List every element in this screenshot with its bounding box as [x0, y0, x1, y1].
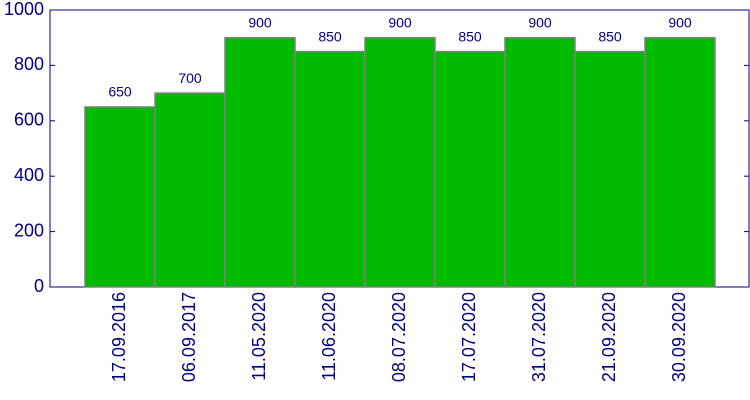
value-label: 900: [388, 14, 412, 30]
bar: [294, 50, 366, 288]
x-tick-label: 21.09.2020: [599, 292, 619, 382]
y-tick-label: 1000: [4, 0, 44, 19]
x-tick-label: 06.09.2017: [179, 292, 199, 382]
bar: [84, 106, 156, 288]
y-tick-label: 200: [14, 220, 44, 240]
x-tick-label: 31.07.2020: [529, 292, 549, 382]
value-label: 650: [108, 84, 132, 100]
value-label: 900: [248, 14, 272, 30]
value-label: 900: [528, 14, 552, 30]
x-tick-label: 11.06.2020: [319, 292, 339, 381]
bar: [574, 50, 646, 288]
y-tick-label: 0: [34, 276, 44, 296]
x-tick-label: 17.07.2020: [459, 292, 479, 382]
value-label: 700: [178, 70, 202, 86]
bar: [504, 36, 576, 288]
bar: [154, 92, 226, 288]
y-tick-label: 800: [14, 54, 44, 74]
bar: [434, 50, 506, 288]
value-label: 900: [668, 14, 692, 30]
x-tick-label: 17.09.2016: [109, 292, 129, 382]
value-label: 850: [598, 28, 622, 44]
value-label: 850: [458, 28, 482, 44]
bar: [224, 36, 296, 288]
x-tick-label: 11.05.2020: [249, 292, 269, 381]
value-label: 850: [318, 28, 342, 44]
bar: [644, 36, 716, 288]
x-tick-label: 30.09.2020: [669, 292, 689, 382]
bar: [364, 36, 436, 288]
y-tick-label: 400: [14, 165, 44, 185]
x-tick-label: 08.07.2020: [389, 292, 409, 382]
y-tick-label: 600: [14, 110, 44, 130]
